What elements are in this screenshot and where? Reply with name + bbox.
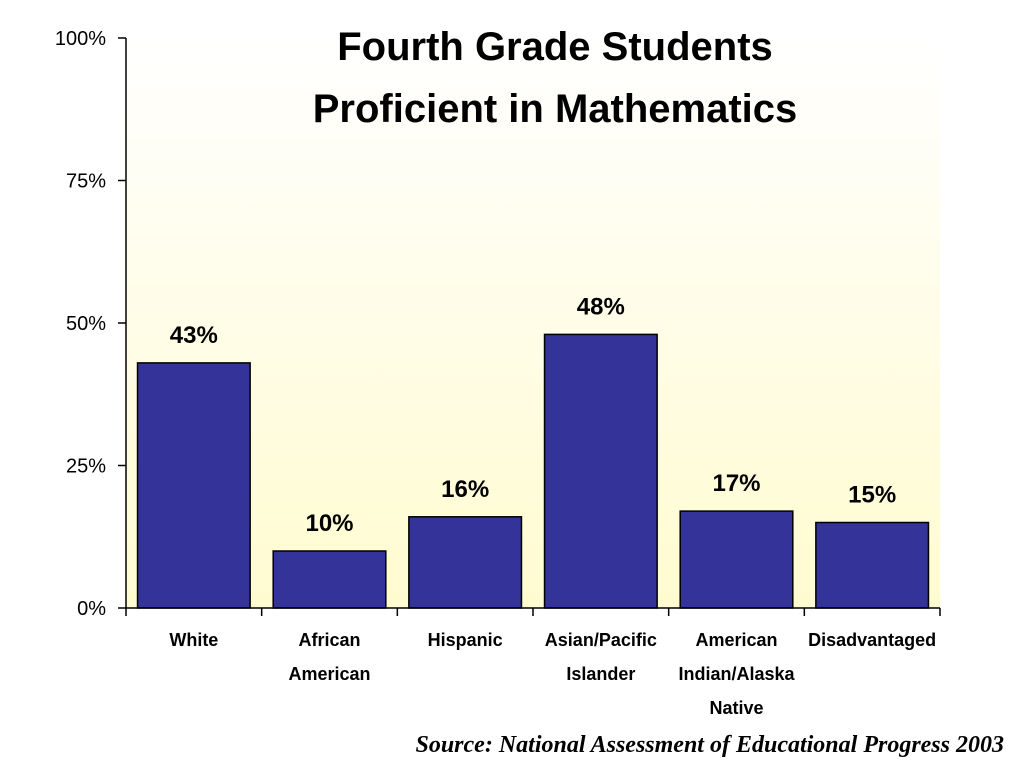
data-label: 15% bbox=[848, 482, 896, 509]
category-label: American bbox=[288, 664, 370, 684]
category-label: White bbox=[169, 630, 218, 650]
category-label: African bbox=[298, 630, 360, 650]
data-labels-group: 43% 10% 16% 48% 17% 15% bbox=[170, 293, 896, 537]
bar bbox=[272, 550, 387, 609]
chart-title-line-2: Proficient in Mathematics bbox=[313, 87, 798, 131]
data-label: 16% bbox=[441, 476, 489, 503]
y-tick-label: 50% bbox=[66, 313, 106, 335]
data-label: 10% bbox=[305, 510, 353, 537]
category-label: American bbox=[695, 630, 777, 650]
bar bbox=[815, 521, 930, 609]
data-label: 43% bbox=[170, 322, 218, 349]
bar bbox=[679, 510, 794, 609]
bar bbox=[408, 516, 523, 609]
category-labels-group: White African American Hispanic Asian/Pacifi… bbox=[169, 630, 936, 718]
category-label: Indian/Alaska bbox=[678, 664, 795, 684]
data-label: 17% bbox=[712, 470, 760, 497]
y-axis: 0% 25% 50% 75% 100% bbox=[55, 28, 127, 620]
category-label: Hispanic bbox=[428, 630, 503, 650]
y-tick-label: 0% bbox=[77, 598, 106, 620]
plot-background bbox=[126, 38, 940, 608]
category-label: Disadvantaged bbox=[808, 630, 936, 650]
x-axis bbox=[125, 607, 941, 616]
data-label: 48% bbox=[577, 293, 625, 320]
source-note: Source: National Assessment of Education… bbox=[415, 732, 1004, 758]
bar bbox=[543, 333, 658, 609]
y-tick-label: 25% bbox=[66, 456, 106, 478]
y-tick-label: 100% bbox=[55, 28, 106, 50]
bars-group bbox=[136, 333, 930, 609]
category-label: Asian/Pacific bbox=[545, 630, 657, 650]
y-tick-label: 75% bbox=[66, 171, 106, 193]
chart-title: Fourth Grade Students Proficient in Math… bbox=[313, 25, 798, 131]
category-label: Islander bbox=[566, 664, 635, 684]
bar bbox=[136, 362, 251, 609]
chart-title-line-1: Fourth Grade Students bbox=[337, 25, 773, 69]
category-label: Native bbox=[709, 698, 763, 718]
